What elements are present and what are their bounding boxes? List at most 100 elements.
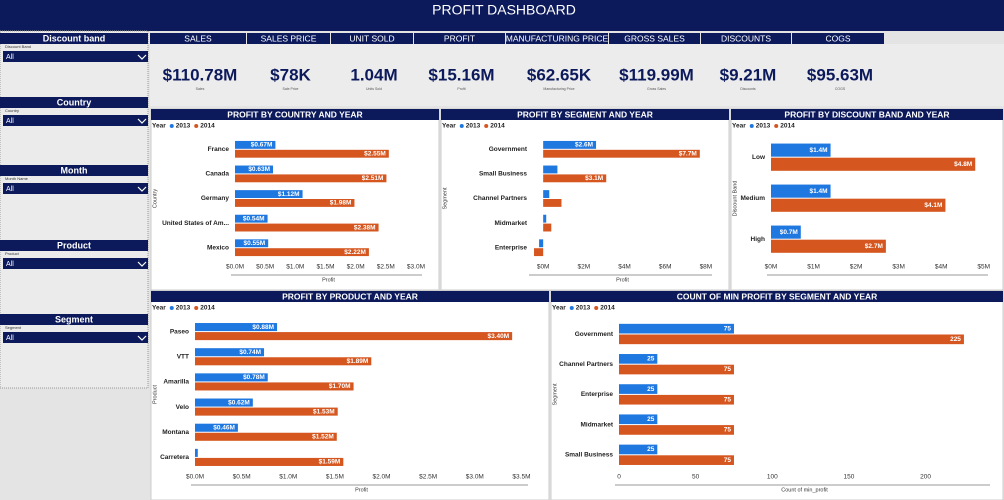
y-tick-label: Canada xyxy=(206,171,230,178)
dropdown-chevron[interactable] xyxy=(137,261,147,267)
slicer-label: Product xyxy=(5,251,20,256)
y-tick-label: Germany xyxy=(201,195,230,202)
bar xyxy=(543,223,552,232)
bar xyxy=(619,384,658,394)
bar xyxy=(235,248,369,257)
x-tick-label: $0M xyxy=(765,264,778,271)
data-label: $0.63M xyxy=(248,166,270,173)
bar xyxy=(235,190,303,199)
data-label: $1.52M xyxy=(312,433,334,440)
x-tick-label: 50 xyxy=(692,474,700,481)
x-tick-label: $2M xyxy=(850,264,863,271)
legend-label: 2014 xyxy=(200,305,215,312)
y-axis-title: Segment xyxy=(442,187,448,209)
data-label: $1.70M xyxy=(329,383,351,390)
data-label: $2.38M xyxy=(354,224,376,231)
data-label: $0.78M xyxy=(243,374,265,381)
bar xyxy=(543,199,562,207)
y-axis-title: Discount Band xyxy=(732,181,738,217)
x-tick-label: $5M xyxy=(977,264,990,271)
kpi-header xyxy=(150,33,246,44)
kpi-header-text: GROSS SALES xyxy=(624,33,685,43)
bar xyxy=(235,223,379,232)
chart-title-bar xyxy=(151,291,549,302)
data-label: 75 xyxy=(724,427,732,434)
data-label: $3.1M xyxy=(585,175,603,182)
chart-title: PROFIT BY COUNTRY AND YEAR xyxy=(227,109,362,119)
legend-label: 2013 xyxy=(176,123,191,130)
x-tick-label: 0 xyxy=(617,474,621,481)
kpi-value: $9.21M xyxy=(720,65,777,84)
bar xyxy=(771,184,831,198)
x-tick-label: $3.0M xyxy=(466,474,484,481)
legend-title: Year xyxy=(732,123,746,130)
slicer-dropdown[interactable] xyxy=(3,115,148,126)
kpi-header xyxy=(792,33,884,44)
data-label: $1.89M xyxy=(347,358,369,365)
legend-title: Year xyxy=(442,123,456,130)
bar xyxy=(771,143,831,157)
bar xyxy=(195,357,372,366)
x-tick-label: $3.0M xyxy=(407,264,425,271)
data-label: $1.98M xyxy=(330,200,352,207)
data-label: $2.22M xyxy=(344,249,366,256)
chart-title: PROFIT BY SEGMENT AND YEAR xyxy=(517,109,653,119)
y-tick-label: France xyxy=(208,146,230,153)
slicer-dropdown[interactable] xyxy=(3,332,148,343)
bar xyxy=(235,174,387,183)
kpi-value: $110.78M xyxy=(163,65,238,84)
kpi-value: $15.16M xyxy=(428,65,494,84)
slicer-value: All xyxy=(6,186,14,193)
y-tick-label: Small Business xyxy=(565,452,613,459)
y-tick-label: Low xyxy=(752,154,766,161)
kpi-caption: Manufacturing Price xyxy=(543,87,574,91)
data-label: 25 xyxy=(647,416,655,423)
legend-swatch xyxy=(774,124,779,128)
slicer-dropdown[interactable] xyxy=(3,183,148,194)
dropdown-chevron[interactable] xyxy=(137,118,147,124)
bar xyxy=(543,165,558,174)
chart-title-bar xyxy=(151,109,439,120)
legend-swatch xyxy=(569,306,574,310)
x-axis-title: Profit xyxy=(322,277,335,283)
slicer-header xyxy=(0,240,148,251)
data-label: 75 xyxy=(724,325,732,332)
y-tick-label: United States of Am... xyxy=(162,220,229,227)
bar xyxy=(771,225,801,239)
bar xyxy=(195,448,198,457)
x-tick-label: $0.5M xyxy=(256,264,274,271)
kpi-header-text: MANUFACTURING PRICE xyxy=(506,33,609,43)
x-tick-label: $1.0M xyxy=(279,474,297,481)
slicer-label: Segment xyxy=(5,325,22,330)
data-label: $0.54M xyxy=(243,215,265,222)
bar xyxy=(619,455,734,465)
y-tick-label: Montana xyxy=(162,429,189,436)
dropdown-chevron[interactable] xyxy=(137,54,147,60)
kpi-header xyxy=(506,33,608,44)
y-tick-label: Enterprise xyxy=(495,244,528,251)
y-tick-label: Government xyxy=(575,331,614,338)
legend-swatch xyxy=(169,124,174,128)
kpi-caption: Units Sold xyxy=(366,87,382,91)
data-label: 75 xyxy=(724,396,732,403)
y-tick-label: Government xyxy=(489,146,528,153)
y-tick-label: Amarilla xyxy=(163,379,189,386)
data-label: $0.67M xyxy=(251,142,273,149)
slicer-dropdown[interactable] xyxy=(3,258,148,269)
x-axis-title: Count of min_profit xyxy=(781,487,828,493)
y-tick-label: Carretera xyxy=(160,454,189,461)
bar xyxy=(619,394,734,405)
legend-label: 2013 xyxy=(466,123,481,130)
bar xyxy=(195,348,265,357)
kpi-caption: Profit xyxy=(457,87,465,91)
data-label: $4.8M xyxy=(954,161,972,168)
dashboard-title: PROFIT DASHBOARD xyxy=(432,2,576,18)
bar xyxy=(543,190,550,199)
bar xyxy=(235,140,276,149)
slicer-dropdown[interactable] xyxy=(3,51,148,62)
dropdown-chevron[interactable] xyxy=(137,335,147,341)
dropdown-chevron[interactable] xyxy=(137,186,147,192)
kpi-caption: Sales xyxy=(196,87,205,91)
slicer-panel xyxy=(0,30,149,389)
y-tick-label: Velo xyxy=(176,404,189,411)
